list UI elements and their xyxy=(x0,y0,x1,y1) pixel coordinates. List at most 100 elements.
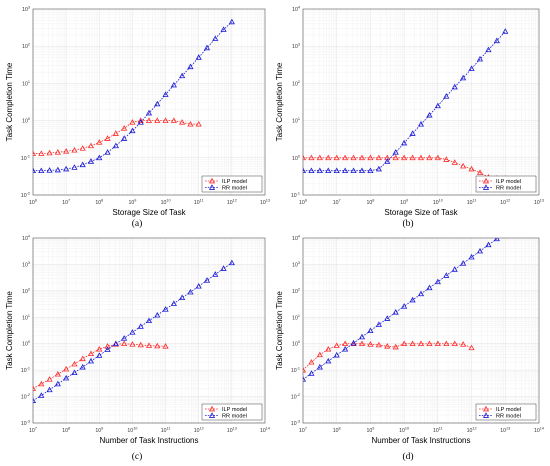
y-tick-label: 100 xyxy=(22,340,30,348)
plot-area xyxy=(303,9,539,195)
data-point-rr xyxy=(170,300,177,306)
data-point-ilp xyxy=(460,341,467,347)
data-point-ilp xyxy=(38,380,45,387)
data-point-rr xyxy=(104,346,111,352)
data-point-rr xyxy=(325,357,332,364)
x-tick-label: 1013 xyxy=(260,199,270,207)
series-line-rr xyxy=(303,31,506,172)
data-point-ilp xyxy=(417,154,425,161)
data-point-rr xyxy=(409,130,416,136)
y-tick-label: 101 xyxy=(22,314,30,322)
data-point-ilp xyxy=(409,340,416,347)
data-point-ilp xyxy=(342,154,349,161)
data-point-rr xyxy=(451,83,458,90)
x-tick-label: 109 xyxy=(128,199,136,207)
data-point-rr xyxy=(121,335,128,341)
x-tick-label: 109 xyxy=(400,199,408,207)
y-tick-label: 102 xyxy=(22,287,30,295)
data-point-rr xyxy=(87,357,95,364)
data-point-rr xyxy=(96,154,103,161)
data-point-rr xyxy=(112,142,119,149)
panel-c: 107 108 109 1010 1011 1012 1013 1014 10-3 10-2 10-… xyxy=(5,235,270,463)
series-line-ilp xyxy=(303,343,472,371)
data-point-rr xyxy=(137,119,144,125)
data-point-rr xyxy=(460,74,467,81)
x-tick-label: 1014 xyxy=(260,427,270,435)
legend-box xyxy=(475,175,537,193)
panel-b: 106 107 108 109 1010 1011 1012 1013 10-1 100 101 10… xyxy=(275,6,544,230)
y-axis-label: Task Completion Time xyxy=(275,291,284,370)
data-point-rr xyxy=(316,363,323,370)
y-tick-label: 103 xyxy=(22,6,30,14)
legend-box xyxy=(475,403,537,421)
y-tick-label: 10-2 xyxy=(291,393,300,401)
data-point-rr xyxy=(460,260,467,266)
data-point-rr xyxy=(46,386,53,393)
data-point-ilp xyxy=(79,355,86,362)
series-rr xyxy=(33,18,235,174)
x-tick-label: 1010 xyxy=(127,427,137,435)
x-tick-label: 107 xyxy=(62,199,70,207)
data-point-rr xyxy=(187,63,194,70)
data-point-rr xyxy=(79,161,86,168)
data-point-rr xyxy=(87,158,95,164)
data-point-rr xyxy=(401,303,408,309)
data-point-rr xyxy=(46,167,53,173)
data-point-rr xyxy=(375,321,382,327)
data-point-rr xyxy=(179,294,186,301)
data-point-rr xyxy=(228,259,235,266)
data-point-rr xyxy=(187,288,194,295)
data-point-rr xyxy=(203,277,211,283)
data-point-rr xyxy=(485,46,492,53)
data-point-ilp xyxy=(33,385,37,391)
data-point-rr xyxy=(375,165,382,172)
data-point-ilp xyxy=(367,341,374,347)
data-point-ilp xyxy=(104,135,111,141)
panel-caption: (d) xyxy=(402,451,413,462)
y-tick-label: 103 xyxy=(292,261,300,269)
data-point-rr xyxy=(162,306,169,312)
data-point-rr xyxy=(170,81,177,88)
series-line-ilp xyxy=(33,343,166,389)
data-point-rr xyxy=(71,369,78,376)
data-point-ilp xyxy=(87,142,95,149)
y-tick-label: 101 xyxy=(22,80,30,88)
data-point-rr xyxy=(333,351,340,358)
y-tick-label: 10-1 xyxy=(291,192,300,200)
data-point-ilp xyxy=(392,343,399,350)
legend-marker-rr xyxy=(482,184,490,190)
x-tick-label: 106 xyxy=(29,199,37,207)
y-tick-label: 100 xyxy=(22,117,30,125)
data-point-ilp xyxy=(137,117,144,123)
x-tick-label: 1011 xyxy=(194,199,204,207)
data-point-rr xyxy=(203,44,211,51)
data-point-ilp xyxy=(71,146,78,153)
data-point-rr xyxy=(443,93,450,99)
data-point-ilp xyxy=(358,340,366,347)
legend-label-rr: RR model xyxy=(222,186,247,192)
data-point-rr xyxy=(303,376,307,382)
legend-marker-ilp xyxy=(208,405,216,412)
data-point-rr xyxy=(308,167,315,174)
data-point-ilp xyxy=(38,150,45,156)
data-point-rr xyxy=(316,167,323,174)
data-point-ilp xyxy=(71,360,78,367)
legend-marker-rr xyxy=(208,412,216,418)
y-tick-label: 10-2 xyxy=(21,192,30,200)
data-point-ilp xyxy=(460,162,467,169)
x-tick-label: 106 xyxy=(299,199,307,207)
legend-label-ilp: ILP model xyxy=(222,407,247,413)
x-tick-label: 107 xyxy=(29,427,37,435)
data-point-ilp xyxy=(384,343,391,349)
series-line-rr xyxy=(33,262,233,402)
data-point-rr xyxy=(179,72,186,79)
y-tick-label: 10-1 xyxy=(291,367,300,375)
x-tick-label: 1010 xyxy=(433,199,443,207)
x-tick-label: 1012 xyxy=(194,427,204,435)
data-point-ilp xyxy=(451,340,458,347)
data-point-rr xyxy=(325,167,332,174)
legend-box xyxy=(201,403,263,421)
data-point-rr xyxy=(333,167,340,174)
x-tick-label: 1010 xyxy=(399,427,409,435)
